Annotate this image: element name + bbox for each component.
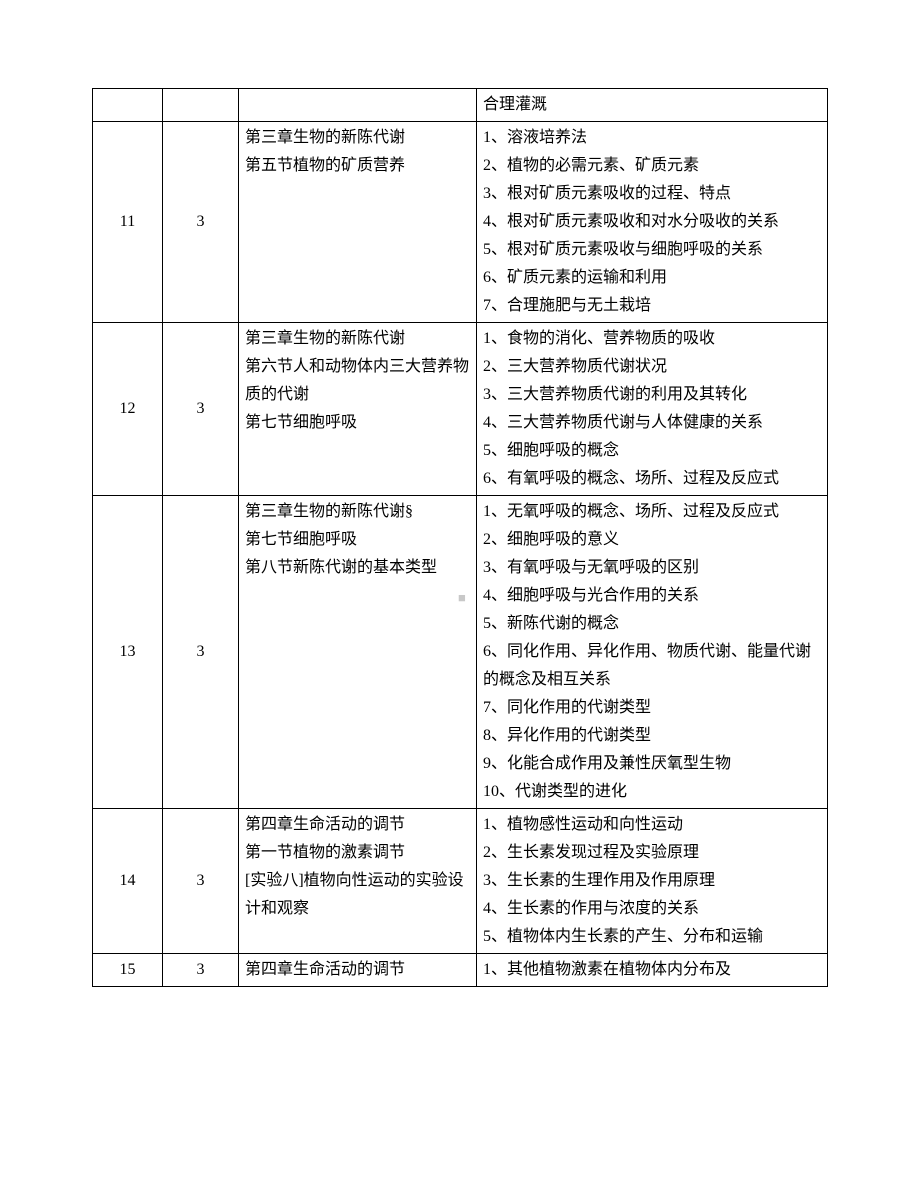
content-line: 1、无氧呼吸的概念、场所、过程及反应式 bbox=[483, 498, 821, 526]
content-cell: 1、其他植物激素在植物体内分布及 bbox=[477, 954, 828, 987]
chapter-line: 第七节细胞呼吸 bbox=[245, 526, 470, 554]
content-cell: 1、溶液培养法2、植物的必需元素、矿质元素3、根对矿质元素吸收的过程、特点4、根… bbox=[477, 122, 828, 323]
hours-cell: 3 bbox=[163, 323, 239, 496]
content-line: 3、三大营养物质代谢的利用及其转化 bbox=[483, 381, 821, 409]
content-line: 6、有氧呼吸的概念、场所、过程及反应式 bbox=[483, 465, 821, 493]
content-line: 5、细胞呼吸的概念 bbox=[483, 437, 821, 465]
content-line: 2、植物的必需元素、矿质元素 bbox=[483, 152, 821, 180]
hours-cell: 3 bbox=[163, 122, 239, 323]
content-line: 合理灌溉 bbox=[483, 91, 821, 119]
content-cell: 1、食物的消化、营养物质的吸收2、三大营养物质代谢状况3、三大营养物质代谢的利用… bbox=[477, 323, 828, 496]
content-line: 5、新陈代谢的概念 bbox=[483, 610, 821, 638]
content-line: 4、根对矿质元素吸收和对水分吸收的关系 bbox=[483, 208, 821, 236]
table-row: 143第四章生命活动的调节第一节植物的激素调节[实验八]植物向性运动的实验设计和… bbox=[93, 809, 828, 954]
content-line: 5、植物体内生长素的产生、分布和运输 bbox=[483, 923, 821, 951]
chapter-line: 第八节新陈代谢的基本类型 bbox=[245, 554, 470, 582]
chapter-line: 第七节细胞呼吸 bbox=[245, 409, 470, 437]
hours-cell: 3 bbox=[163, 809, 239, 954]
week-cell: 11 bbox=[93, 122, 163, 323]
hours-cell bbox=[163, 89, 239, 122]
chapter-line: 第三章生物的新陈代谢 bbox=[245, 124, 470, 152]
content-line: 9、化能合成作用及兼性厌氧型生物 bbox=[483, 750, 821, 778]
chapter-line: 第三章生物的新陈代谢 bbox=[245, 325, 470, 353]
content-line: 3、有氧呼吸与无氧呼吸的区别 bbox=[483, 554, 821, 582]
chapter-line: 第五节植物的矿质营养 bbox=[245, 152, 470, 180]
chapter-line: 第四章生命活动的调节 bbox=[245, 811, 470, 839]
table-row: 合理灌溉 bbox=[93, 89, 828, 122]
content-line: 4、细胞呼吸与光合作用的关系 bbox=[483, 582, 821, 610]
content-line: 1、溶液培养法 bbox=[483, 124, 821, 152]
table-row: 133第三章生物的新陈代谢§第七节细胞呼吸第八节新陈代谢的基本类型1、无氧呼吸的… bbox=[93, 496, 828, 809]
content-line: 6、同化作用、异化作用、物质代谢、能量代谢的概念及相互关系 bbox=[483, 638, 821, 694]
chapter-line: 第六节人和动物体内三大营养物质的代谢 bbox=[245, 353, 470, 409]
chapter-cell: 第三章生物的新陈代谢§第七节细胞呼吸第八节新陈代谢的基本类型 bbox=[239, 496, 477, 809]
table-row: 123第三章生物的新陈代谢第六节人和动物体内三大营养物质的代谢第七节细胞呼吸1、… bbox=[93, 323, 828, 496]
content-line: 7、同化作用的代谢类型 bbox=[483, 694, 821, 722]
curriculum-table: 合理灌溉113第三章生物的新陈代谢第五节植物的矿质营养1、溶液培养法2、植物的必… bbox=[92, 88, 828, 987]
week-cell bbox=[93, 89, 163, 122]
chapter-line: 第四章生命活动的调节 bbox=[245, 956, 470, 984]
content-line: 3、生长素的生理作用及作用原理 bbox=[483, 867, 821, 895]
content-line: 8、异化作用的代谢类型 bbox=[483, 722, 821, 750]
content-line: 4、三大营养物质代谢与人体健康的关系 bbox=[483, 409, 821, 437]
hours-cell: 3 bbox=[163, 496, 239, 809]
chapter-line: 第一节植物的激素调节 bbox=[245, 839, 470, 867]
hours-cell: 3 bbox=[163, 954, 239, 987]
content-line: 2、生长素发现过程及实验原理 bbox=[483, 839, 821, 867]
content-cell: 1、无氧呼吸的概念、场所、过程及反应式2、细胞呼吸的意义3、有氧呼吸与无氧呼吸的… bbox=[477, 496, 828, 809]
content-line: 10、代谢类型的进化 bbox=[483, 778, 821, 806]
content-cell: 合理灌溉 bbox=[477, 89, 828, 122]
content-line: 5、根对矿质元素吸收与细胞呼吸的关系 bbox=[483, 236, 821, 264]
content-line: 4、生长素的作用与浓度的关系 bbox=[483, 895, 821, 923]
content-line: 6、矿质元素的运输和利用 bbox=[483, 264, 821, 292]
week-cell: 13 bbox=[93, 496, 163, 809]
week-cell: 14 bbox=[93, 809, 163, 954]
chapter-cell: 第四章生命活动的调节第一节植物的激素调节[实验八]植物向性运动的实验设计和观察 bbox=[239, 809, 477, 954]
content-line: 1、其他植物激素在植物体内分布及 bbox=[483, 956, 821, 984]
table-row: 153第四章生命活动的调节 1、其他植物激素在植物体内分布及 bbox=[93, 954, 828, 987]
content-line: 1、食物的消化、营养物质的吸收 bbox=[483, 325, 821, 353]
chapter-line: [实验八]植物向性运动的实验设计和观察 bbox=[245, 867, 470, 923]
week-cell: 12 bbox=[93, 323, 163, 496]
content-line: 3、根对矿质元素吸收的过程、特点 bbox=[483, 180, 821, 208]
chapter-cell: 第三章生物的新陈代谢第六节人和动物体内三大营养物质的代谢第七节细胞呼吸 bbox=[239, 323, 477, 496]
content-line: 2、细胞呼吸的意义 bbox=[483, 526, 821, 554]
week-cell: 15 bbox=[93, 954, 163, 987]
chapter-cell: 第三章生物的新陈代谢第五节植物的矿质营养 bbox=[239, 122, 477, 323]
content-cell: 1、植物感性运动和向性运动2、生长素发现过程及实验原理3、生长素的生理作用及作用… bbox=[477, 809, 828, 954]
table-row: 113第三章生物的新陈代谢第五节植物的矿质营养1、溶液培养法2、植物的必需元素、… bbox=[93, 122, 828, 323]
content-line: 7、合理施肥与无土栽培 bbox=[483, 292, 821, 320]
chapter-line: 第三章生物的新陈代谢§ bbox=[245, 498, 470, 526]
chapter-cell bbox=[239, 89, 477, 122]
content-line: 1、植物感性运动和向性运动 bbox=[483, 811, 821, 839]
chapter-cell: 第四章生命活动的调节 bbox=[239, 954, 477, 987]
content-line: 2、三大营养物质代谢状况 bbox=[483, 353, 821, 381]
